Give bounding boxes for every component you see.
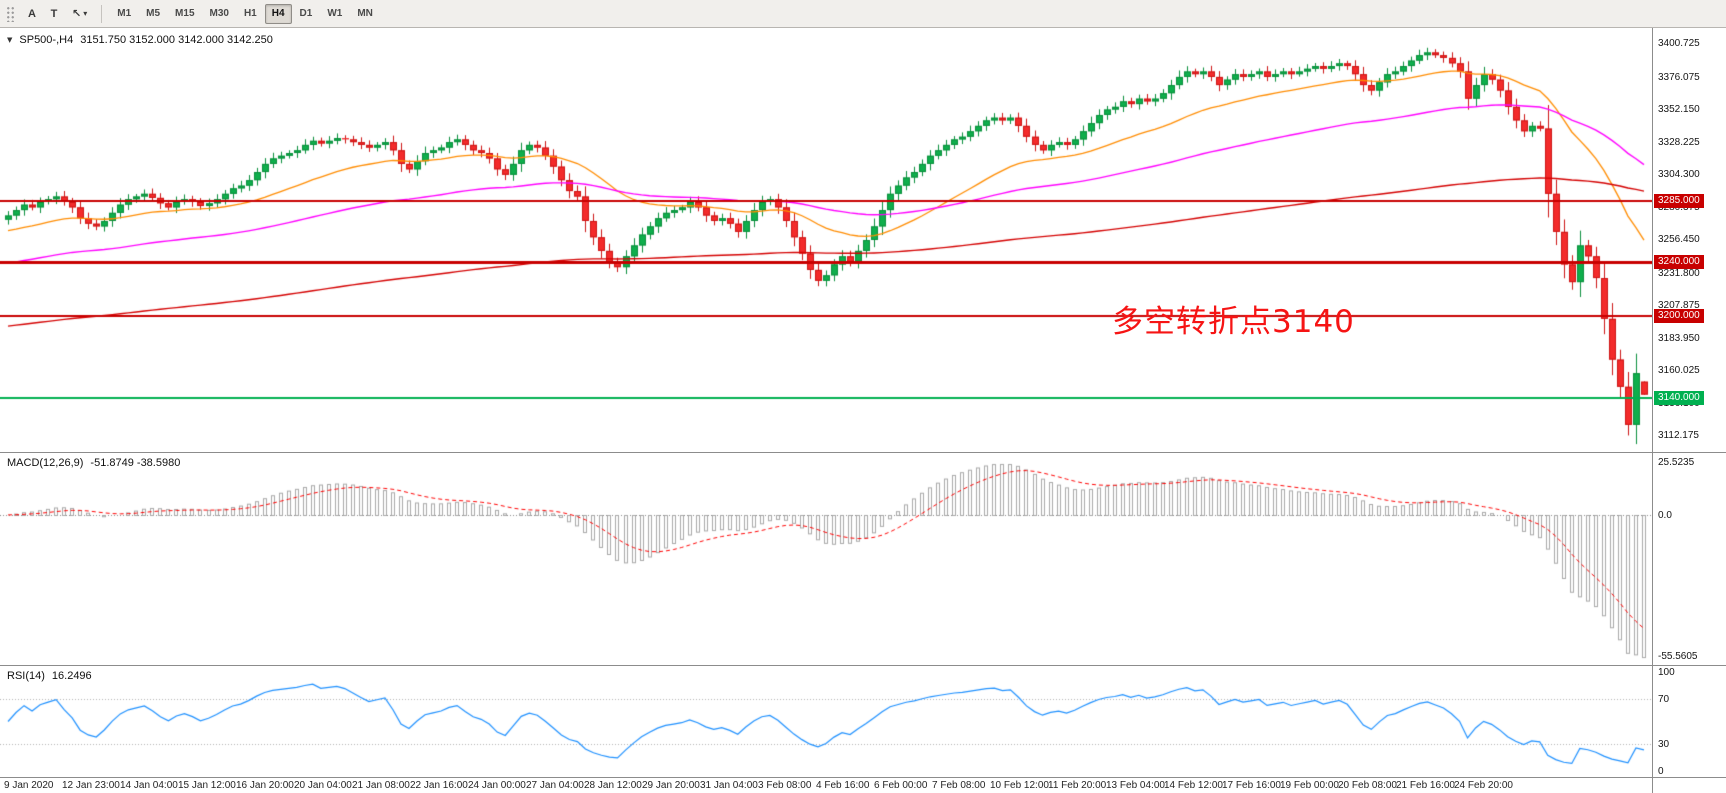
chart-title: ▼ SP500-,H4 3151.750 3152.000 3142.000 3… xyxy=(7,34,273,46)
macd-axis: 25.5235 0.0 -55.5605 xyxy=(1652,453,1726,665)
timeframe-button-d1[interactable]: D1 xyxy=(299,8,313,19)
rsi-name: RSI(14) xyxy=(7,670,45,682)
macd-panel: MACD(12,26,9) -51.8749 -38.5980 25.5235 0… xyxy=(0,452,1726,665)
price-axis-label: 3160.025 xyxy=(1658,365,1700,377)
toolbar-drag-handle[interactable] xyxy=(6,5,15,22)
time-axis-label: 20 Jan 04:00 xyxy=(294,780,352,791)
time-axis-label: 9 Jan 2020 xyxy=(4,780,54,791)
price-axis-label: 3231.800 xyxy=(1658,267,1700,279)
time-axis-label: 11 Feb 20:00 xyxy=(1048,780,1107,791)
time-axis-label: 31 Jan 04:00 xyxy=(700,780,758,791)
rsi-axis-label: 100 xyxy=(1658,667,1675,678)
time-axis-label: 15 Jan 12:00 xyxy=(178,780,236,791)
macd-name: MACD(12,26,9) xyxy=(7,457,84,469)
time-axis-label: 24 Jan 00:00 xyxy=(468,780,526,791)
chevron-down-icon: ▾ xyxy=(83,9,88,18)
price-axis-label: 3400.725 xyxy=(1658,38,1700,50)
time-axis-label: 13 Feb 04:00 xyxy=(1106,780,1165,791)
rsi-axis: 100 70 30 0 xyxy=(1652,666,1726,777)
macd-axis-label: 0.0 xyxy=(1658,509,1672,521)
time-axis-label: 27 Jan 04:00 xyxy=(526,780,584,791)
time-axis-label: 21 Jan 08:00 xyxy=(352,780,410,791)
hline-price-badge: 3285.000 xyxy=(1654,193,1704,208)
rsi-value: 16.2496 xyxy=(51,670,92,682)
macd-axis-label: 25.5235 xyxy=(1658,457,1695,468)
rsi-axis-label: 30 xyxy=(1658,738,1670,750)
time-axis-label: 6 Feb 00:00 xyxy=(874,780,928,791)
rsi-axis-label: 0 xyxy=(1658,766,1664,777)
time-axis-label: 22 Jan 16:00 xyxy=(410,780,468,791)
rsi-axis-label: 70 xyxy=(1658,694,1670,706)
macd-label: MACD(12,26,9) -51.8749 -38.5980 xyxy=(7,457,180,469)
price-axis-label: 3256.450 xyxy=(1658,234,1700,246)
hline-price-badge: 3140.000 xyxy=(1654,390,1704,405)
timeframe-button-m30[interactable]: M30 xyxy=(209,8,229,19)
price-axis-label: 3352.150 xyxy=(1658,104,1700,116)
timeframe-group: M1 M5 M15 M30 H1 H4 D1 W1 MN xyxy=(110,3,380,24)
timeframe-button-m5[interactable]: M5 xyxy=(146,8,161,19)
timeframe-button-m15[interactable]: M15 xyxy=(175,8,195,19)
time-axis-label: 24 Feb 20:00 xyxy=(1454,780,1513,791)
timeframe-button-m1[interactable]: M1 xyxy=(117,8,132,19)
timeframe-button-h1[interactable]: H1 xyxy=(243,8,257,19)
price-axis-label: 3376.075 xyxy=(1658,71,1700,83)
rsi-canvas[interactable] xyxy=(0,666,1652,777)
ohlc-values: 3151.750 3152.000 3142.000 3142.250 xyxy=(80,34,273,46)
price-axis-label: 3183.950 xyxy=(1658,332,1700,344)
rsi-panel: RSI(14) 16.2496 100 70 30 0 xyxy=(0,665,1726,777)
text-annotation-button[interactable]: A xyxy=(28,7,36,20)
collapse-triangle-icon[interactable]: ▼ xyxy=(7,36,13,44)
text-label-button[interactable]: T xyxy=(50,7,58,20)
time-axis-label: 21 Feb 16:00 xyxy=(1396,780,1455,791)
main-chart-canvas[interactable] xyxy=(0,28,1652,452)
hline-price-badge: 3200.000 xyxy=(1654,309,1704,324)
time-axis-label: 28 Jan 12:00 xyxy=(584,780,642,791)
time-axis: 9 Jan 2020 12 Jan 23:00 14 Jan 04:00 15 Jan… xyxy=(0,777,1726,793)
time-axis-corner xyxy=(1652,778,1726,793)
main-price-axis: 3400.725 3376.075 3352.150 3328.225 3304.300… xyxy=(1652,28,1726,452)
price-axis-label: 3304.300 xyxy=(1658,169,1700,181)
timeframe-button-h4[interactable]: H4 xyxy=(264,3,292,24)
timeframe-button-mn[interactable]: MN xyxy=(357,8,373,19)
time-axis-label: 19 Feb 00:00 xyxy=(1280,780,1339,791)
toolbar-separator xyxy=(101,4,103,23)
time-axis-label: 17 Feb 16:00 xyxy=(1222,780,1281,791)
time-axis-label: 12 Jan 23:00 xyxy=(62,780,120,791)
symbol-timeframe-label: SP500-,H4 xyxy=(19,34,74,46)
time-axis-label: 7 Feb 08:00 xyxy=(932,780,986,791)
timeframe-button-w1[interactable]: W1 xyxy=(327,8,343,19)
macd-canvas[interactable] xyxy=(0,453,1652,665)
price-axis-label: 3328.225 xyxy=(1658,136,1700,148)
macd-values: -51.8749 -38.5980 xyxy=(90,457,181,469)
cursor-tool-dropdown[interactable]: ↖ ▾ xyxy=(66,4,93,24)
toolbar: A T ↖ ▾ M1 M5 M15 M30 H1 H4 D1 W1 MN xyxy=(0,0,1726,28)
price-axis-label: 3207.875 xyxy=(1658,300,1700,312)
main-chart-panel: ▼ SP500-,H4 3151.750 3152.000 3142.000 3… xyxy=(0,28,1726,452)
price-axis-label: 3112.175 xyxy=(1658,430,1699,442)
time-axis-label: 20 Feb 08:00 xyxy=(1338,780,1397,791)
time-axis-label: 3 Feb 08:00 xyxy=(758,780,812,791)
time-axis-label: 14 Jan 04:00 xyxy=(120,780,178,791)
hline-price-badge: 3240.000 xyxy=(1654,254,1704,269)
chart-annotation-text: 多空转折点3140 xyxy=(1112,304,1355,340)
time-axis-label: 4 Feb 16:00 xyxy=(816,780,870,791)
time-axis-label: 29 Jan 20:00 xyxy=(642,780,700,791)
time-axis-label: 14 Feb 12:00 xyxy=(1164,780,1223,791)
rsi-label: RSI(14) 16.2496 xyxy=(7,670,92,682)
time-axis-label: 16 Jan 20:00 xyxy=(236,780,294,791)
cursor-icon: ↖ xyxy=(72,8,82,20)
time-axis-label: 10 Feb 12:00 xyxy=(990,780,1049,791)
macd-axis-label: -55.5605 xyxy=(1658,651,1698,662)
